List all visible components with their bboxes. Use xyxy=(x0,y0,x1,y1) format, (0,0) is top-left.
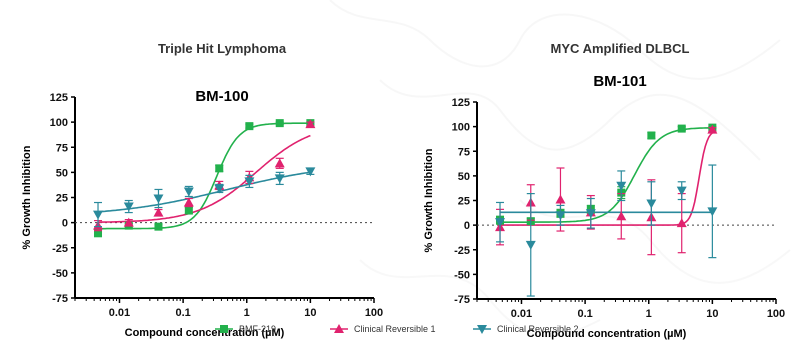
panel-header: MYC Amplified DLBCL xyxy=(551,41,690,56)
y-tick-label: -25 xyxy=(52,243,68,255)
legend-label: BMF-219 xyxy=(239,324,276,334)
y-tick-label: -50 xyxy=(454,269,470,281)
data-point xyxy=(305,167,316,177)
data-point xyxy=(676,186,687,196)
data-point xyxy=(123,217,134,227)
data-point xyxy=(677,124,686,133)
data-point xyxy=(153,194,164,204)
data-point xyxy=(215,164,224,173)
data-point xyxy=(646,199,657,209)
y-tick-label: -75 xyxy=(52,293,68,305)
data-point xyxy=(93,210,104,220)
y-tick-label: 50 xyxy=(56,167,68,179)
data-point xyxy=(183,197,194,207)
x-tick-label: 1 xyxy=(646,308,652,320)
y-tick-label: 100 xyxy=(452,122,470,134)
data-point xyxy=(647,131,656,140)
data-point xyxy=(616,211,627,221)
legend-item: Clinical Reversible 2 xyxy=(473,324,579,334)
y-tick-label: 25 xyxy=(458,196,470,208)
y-tick-label: 50 xyxy=(458,171,470,183)
y-tick-label: -50 xyxy=(52,268,68,280)
panel-title: BM-100 xyxy=(195,88,248,105)
y-tick-label: 75 xyxy=(458,146,470,158)
x-tick-label: 0.01 xyxy=(109,307,130,319)
y-tick-label: -25 xyxy=(454,245,470,257)
legend: BMF-219 Clinical Reversible 1 Clinical Rev… xyxy=(215,324,579,334)
data-point xyxy=(244,177,255,187)
legend-label: Clinical Reversible 2 xyxy=(497,324,579,334)
data-point xyxy=(616,181,627,191)
y-tick-label: 125 xyxy=(50,92,68,104)
legend-label: Clinical Reversible 1 xyxy=(354,324,436,334)
y-tick-label: 0 xyxy=(464,220,470,232)
legend-marker xyxy=(220,325,228,333)
y-axis-title: % Growth Inhibition xyxy=(21,145,33,249)
data-point xyxy=(495,218,506,228)
y-tick-label: 0 xyxy=(62,218,68,230)
data-point xyxy=(707,207,718,217)
fit-curve xyxy=(97,171,311,213)
panel-title: BM-101 xyxy=(593,73,646,90)
chart-panel-2: MYC Amplified DLBCL BM-101 -75 -50 -25 0 25 50 7… xyxy=(423,41,785,340)
data-point xyxy=(555,211,566,221)
data-point xyxy=(555,194,566,204)
data-point xyxy=(94,228,103,237)
x-tick-label: 100 xyxy=(767,308,785,320)
data-point xyxy=(183,187,194,197)
x-tick-label: 0.1 xyxy=(577,308,592,320)
data-point xyxy=(525,240,536,250)
panel-header: Triple Hit Lymphoma xyxy=(158,41,287,56)
data-point xyxy=(245,122,254,131)
x-tick-label: 100 xyxy=(365,307,383,319)
data-point xyxy=(585,209,596,219)
data-point xyxy=(707,124,718,134)
y-axis-title: % Growth Inhibition xyxy=(423,148,435,252)
panels-layer: Triple Hit Lymphoma BM-100 -75 -50 -25 0 25 50 7… xyxy=(21,41,785,340)
x-axis-title: Compound concentration (µM) xyxy=(125,327,285,339)
data-point xyxy=(275,119,284,128)
y-tick-label: 100 xyxy=(50,117,68,129)
x-axis-title: Compound concentration (µM) xyxy=(527,328,687,340)
y-tick-label: 25 xyxy=(56,193,68,205)
y-tick-label: 125 xyxy=(452,97,470,109)
data-point xyxy=(274,158,285,168)
data-point xyxy=(214,184,225,194)
legend-marker xyxy=(334,324,344,333)
data-point xyxy=(305,119,316,129)
fit-curve xyxy=(98,122,311,230)
chart-panel-1: Triple Hit Lymphoma BM-100 -75 -50 -25 0 25 50 7… xyxy=(21,41,383,339)
legend-item: Clinical Reversible 1 xyxy=(330,324,436,334)
x-tick-label: 10 xyxy=(706,308,718,320)
data-point xyxy=(184,206,193,215)
data-point xyxy=(153,207,164,217)
data-point xyxy=(154,222,163,231)
x-tick-label: 0.1 xyxy=(175,307,190,319)
x-tick-label: 10 xyxy=(304,307,316,319)
data-point xyxy=(676,218,687,228)
fit-curve xyxy=(98,134,311,223)
legend-marker xyxy=(477,325,487,334)
data-point xyxy=(123,202,134,212)
y-tick-label: -75 xyxy=(454,294,470,306)
data-point xyxy=(274,174,285,184)
fit-curve xyxy=(500,132,713,226)
legend-item: BMF-219 xyxy=(215,324,276,334)
x-tick-label: 0.01 xyxy=(511,308,532,320)
x-tick-label: 1 xyxy=(244,307,250,319)
y-tick-label: 75 xyxy=(56,142,68,154)
fit-curve xyxy=(500,127,713,223)
